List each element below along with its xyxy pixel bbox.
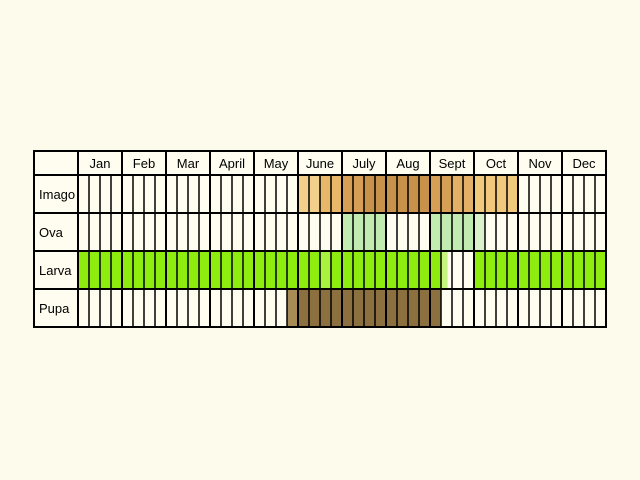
span-larva-3 xyxy=(441,252,448,288)
month-label-aug: Aug xyxy=(396,156,419,171)
row-label-larva: Larva xyxy=(39,263,72,278)
span-pupa-0 xyxy=(287,290,298,326)
month-label-dec: Dec xyxy=(572,156,596,171)
month-label-feb: Feb xyxy=(133,156,155,171)
month-label-may: May xyxy=(264,156,289,171)
span-pupa-1 xyxy=(298,290,441,326)
month-label-july: July xyxy=(352,156,376,171)
row-label-ova: Ova xyxy=(39,225,64,240)
row-label-pupa: Pupa xyxy=(39,301,70,316)
month-label-jan: Jan xyxy=(90,156,111,171)
month-label-oct: Oct xyxy=(486,156,507,171)
month-label-nov: Nov xyxy=(528,156,552,171)
span-larva-1 xyxy=(320,252,331,288)
month-label-mar: Mar xyxy=(177,156,200,171)
month-label-april: April xyxy=(219,156,245,171)
month-label-sept: Sept xyxy=(439,156,466,171)
row-label-imago: Imago xyxy=(39,187,75,202)
month-label-june: June xyxy=(306,156,334,171)
span-ova-2 xyxy=(474,214,485,250)
